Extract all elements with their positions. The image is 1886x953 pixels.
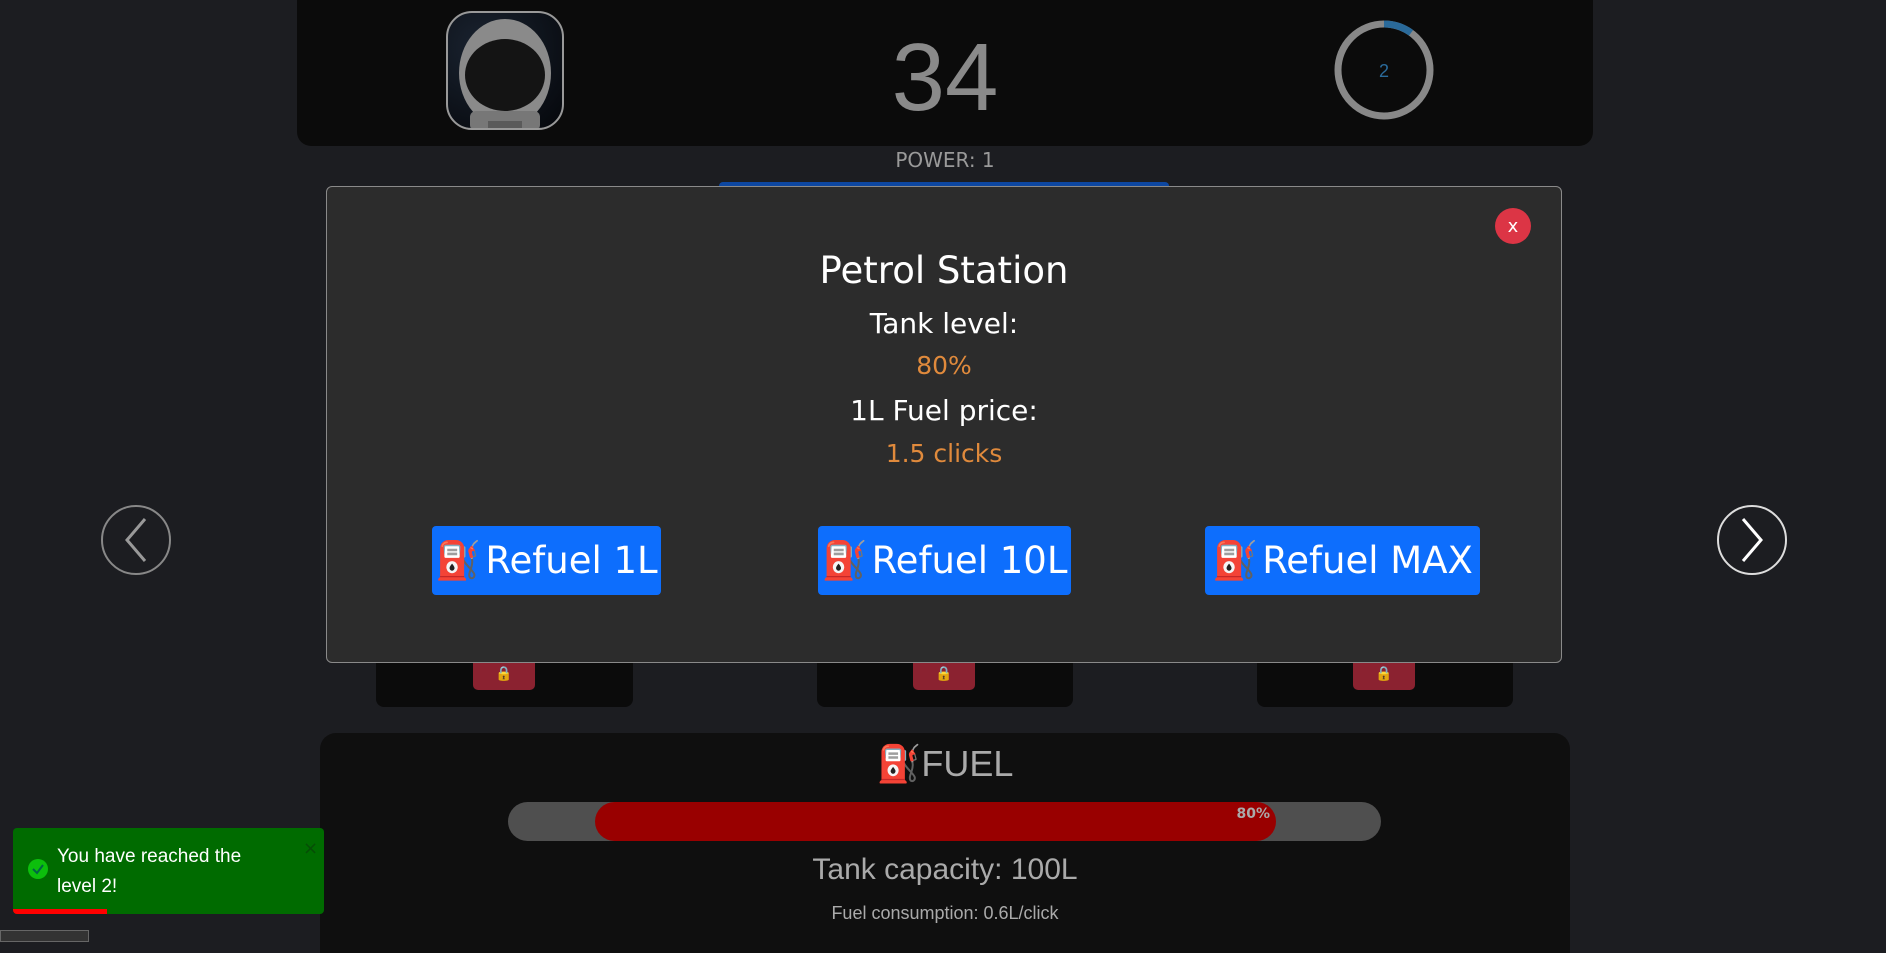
- fuel-pump-icon: ⛽: [876, 743, 922, 784]
- power-label: POWER: 1: [895, 148, 995, 172]
- tank-capacity: Tank capacity: 100L: [812, 853, 1078, 886]
- fuel-bar: 80%: [508, 802, 1381, 841]
- score-counter: 34: [891, 24, 999, 131]
- chevron-right-icon: [1741, 518, 1763, 562]
- top-header: 34 2: [297, 0, 1593, 146]
- modal-title: Petrol Station: [819, 249, 1069, 292]
- fuel-bar-fill: 80%: [595, 802, 1276, 841]
- refuel-10l-button[interactable]: ⛽ Refuel 10L: [818, 526, 1071, 595]
- level-ring: 2: [1334, 20, 1434, 120]
- next-button[interactable]: [1717, 505, 1787, 575]
- tank-level-label: Tank level:: [869, 307, 1019, 340]
- level-ring-progress: [1334, 20, 1434, 120]
- button-label: Refuel 10L: [871, 539, 1068, 582]
- fuel-percent-label: 80%: [1236, 806, 1270, 822]
- check-circle-icon: [28, 859, 48, 879]
- toast-close-icon[interactable]: ×: [303, 838, 319, 859]
- toast-timer-bar: [13, 909, 107, 914]
- petrol-station-modal: x Petrol Station Tank level: 80% 1L Fuel…: [326, 186, 1562, 663]
- fuel-panel: ⛽FUEL 80% Tank capacity: 100L Fuel consu…: [320, 733, 1570, 953]
- button-label: Refuel MAX: [1262, 539, 1473, 582]
- level-up-toast[interactable]: You have reached the level 2! ×: [13, 828, 324, 914]
- fuel-title: ⛽FUEL: [320, 743, 1570, 785]
- button-label: Refuel 1L: [485, 539, 658, 582]
- level-number: 2: [1379, 61, 1389, 81]
- previous-button[interactable]: [101, 505, 171, 575]
- fuel-price-label: 1L Fuel price:: [850, 394, 1038, 427]
- close-button[interactable]: x: [1495, 208, 1531, 244]
- astronaut-avatar[interactable]: [446, 11, 564, 130]
- refuel-max-button[interactable]: ⛽ Refuel MAX: [1205, 526, 1480, 595]
- fuel-consumption: Fuel consumption: 0.6L/click: [831, 903, 1059, 923]
- tank-level-value: 80%: [916, 351, 972, 380]
- chevron-left-icon: [125, 518, 147, 562]
- fuel-pump-icon: ⛽: [435, 538, 482, 582]
- astronaut-icon: [459, 19, 551, 128]
- fuel-price-value: 1.5 clicks: [885, 439, 1003, 468]
- toast-message: You have reached the level 2!: [57, 846, 242, 897]
- refuel-1l-button[interactable]: ⛽ Refuel 1L: [432, 526, 661, 595]
- fuel-pump-icon: ⛽: [821, 538, 868, 582]
- fuel-pump-icon: ⛽: [1212, 538, 1259, 582]
- fuel-title-text: FUEL: [921, 743, 1014, 784]
- status-tooltip: [0, 930, 89, 942]
